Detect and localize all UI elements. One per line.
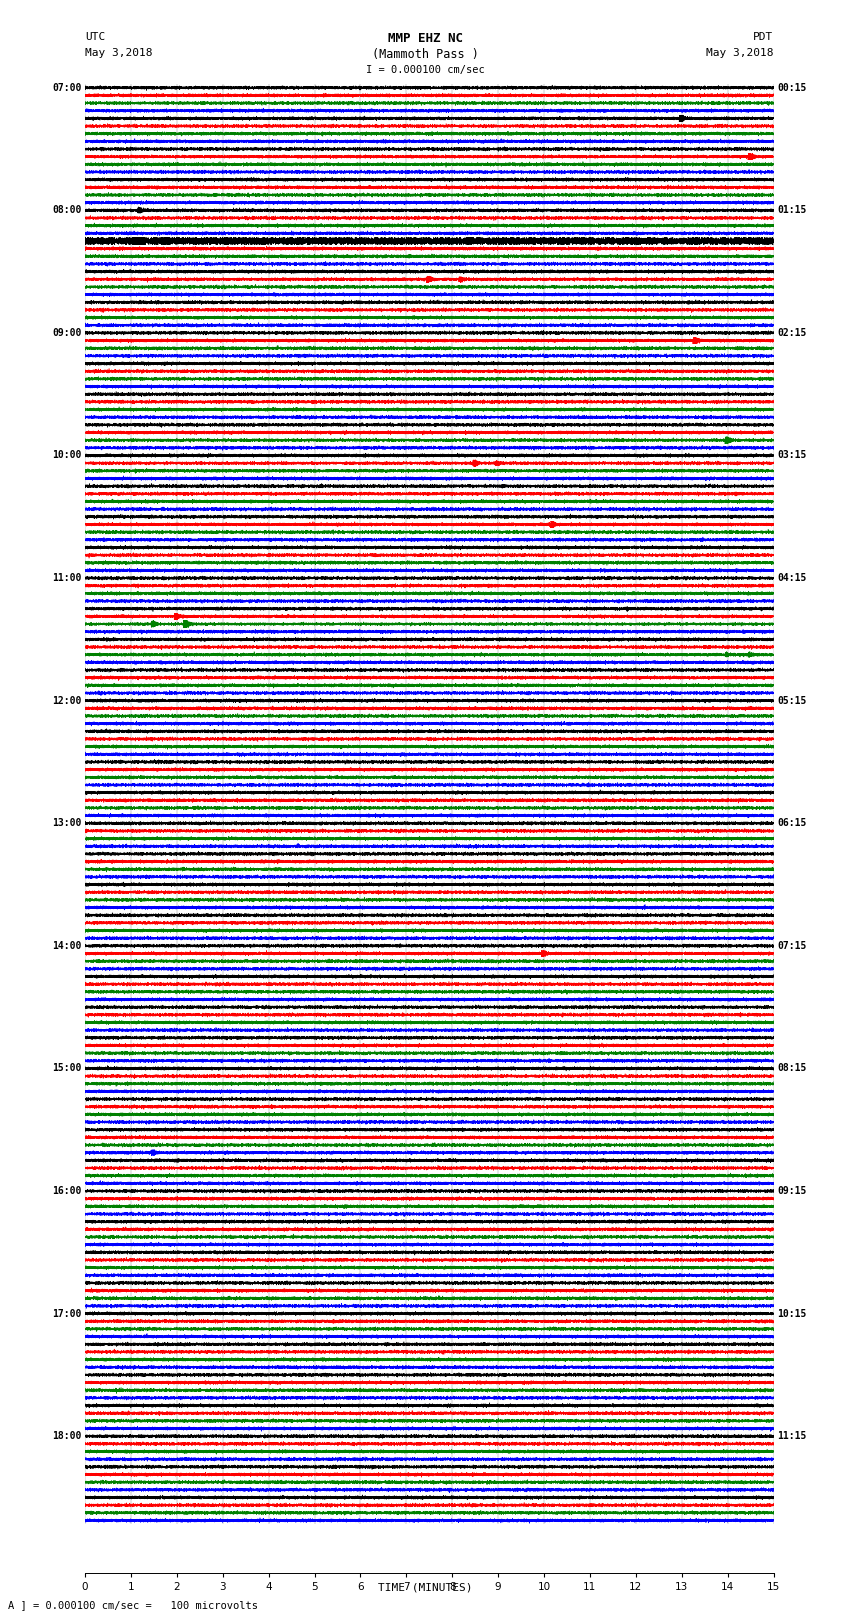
Text: I = 0.000100 cm/sec: I = 0.000100 cm/sec [366, 65, 484, 74]
Text: 05:15: 05:15 [777, 695, 807, 705]
Text: TIME (MINUTES): TIME (MINUTES) [377, 1582, 473, 1592]
Text: 11:00: 11:00 [52, 573, 82, 582]
Text: May 3,2018: May 3,2018 [706, 48, 774, 58]
Text: A ] = 0.000100 cm/sec =   100 microvolts: A ] = 0.000100 cm/sec = 100 microvolts [8, 1600, 258, 1610]
Text: 00:15: 00:15 [777, 82, 807, 92]
Text: 06:15: 06:15 [777, 818, 807, 827]
Text: 08:00: 08:00 [52, 205, 82, 215]
Text: May 3,2018: May 3,2018 [85, 48, 152, 58]
Text: MMP EHZ NC: MMP EHZ NC [388, 32, 462, 45]
Text: 01:15: 01:15 [777, 205, 807, 215]
Text: 18:00: 18:00 [52, 1431, 82, 1440]
Text: UTC: UTC [85, 32, 105, 42]
Text: 04:15: 04:15 [777, 573, 807, 582]
Text: 13:00: 13:00 [52, 818, 82, 827]
Text: PDT: PDT [753, 32, 774, 42]
Text: 07:15: 07:15 [777, 940, 807, 950]
Text: 12:00: 12:00 [52, 695, 82, 705]
Text: 09:15: 09:15 [777, 1186, 807, 1195]
Text: 16:00: 16:00 [52, 1186, 82, 1195]
Text: 11:15: 11:15 [777, 1431, 807, 1440]
Text: 15:00: 15:00 [52, 1063, 82, 1073]
Text: 02:15: 02:15 [777, 327, 807, 337]
Text: 07:00: 07:00 [52, 82, 82, 92]
Text: 10:15: 10:15 [777, 1308, 807, 1318]
Text: 03:15: 03:15 [777, 450, 807, 460]
Text: 09:00: 09:00 [52, 327, 82, 337]
Text: (Mammoth Pass ): (Mammoth Pass ) [371, 48, 479, 61]
Text: 10:00: 10:00 [52, 450, 82, 460]
Text: 17:00: 17:00 [52, 1308, 82, 1318]
Text: 14:00: 14:00 [52, 940, 82, 950]
Text: 08:15: 08:15 [777, 1063, 807, 1073]
